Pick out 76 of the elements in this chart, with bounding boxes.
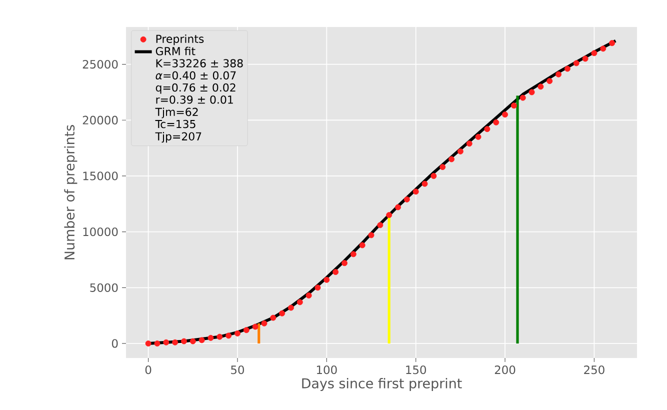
annotation: Tjm=62 xyxy=(155,108,198,118)
x-tick-label: 150 xyxy=(406,366,426,374)
point xyxy=(234,330,240,336)
point xyxy=(226,332,232,339)
point xyxy=(493,119,500,126)
point xyxy=(448,156,454,162)
point xyxy=(306,292,312,298)
y-tick-label: 10000 xyxy=(83,227,118,236)
point xyxy=(546,78,553,84)
point xyxy=(288,304,294,311)
point xyxy=(368,232,374,238)
point xyxy=(430,172,437,179)
point xyxy=(154,340,160,346)
point xyxy=(484,126,490,132)
point xyxy=(377,222,384,228)
point xyxy=(270,314,276,321)
annotation: q=0.76 ± 0.02 xyxy=(156,83,236,94)
point xyxy=(466,140,472,147)
point xyxy=(564,66,570,72)
point xyxy=(502,112,508,118)
point xyxy=(314,284,321,291)
annotation: r=0.39 ± 0.01 xyxy=(156,95,233,104)
point xyxy=(528,89,535,96)
point xyxy=(520,94,526,101)
point xyxy=(216,334,223,340)
point xyxy=(538,84,544,90)
point xyxy=(350,251,356,258)
point xyxy=(279,310,286,316)
legend-label: GRM fit xyxy=(156,46,196,56)
annotation: Tc=135 xyxy=(155,120,196,128)
point xyxy=(208,334,214,341)
point xyxy=(252,324,258,330)
point xyxy=(609,40,616,46)
y-tick-label: 5000 xyxy=(90,283,118,292)
point xyxy=(145,340,152,346)
y-axis-title: Number of preprints xyxy=(64,125,78,260)
point xyxy=(582,56,588,62)
point xyxy=(243,327,250,334)
point xyxy=(359,242,366,248)
y-tick-label: 15000 xyxy=(83,172,118,180)
y-tick-label: 25000 xyxy=(82,60,118,69)
legend-label: Preprints xyxy=(156,34,204,46)
point xyxy=(457,148,464,154)
point xyxy=(163,339,170,346)
x-tick-label: 50 xyxy=(231,366,244,374)
x-tick-label: 250 xyxy=(584,366,604,374)
x-axis-title: Days since first preprint xyxy=(302,378,462,392)
point xyxy=(386,212,392,218)
point xyxy=(172,339,178,346)
x-tick-label: 200 xyxy=(494,366,516,374)
point xyxy=(510,102,517,109)
point xyxy=(591,50,598,56)
point xyxy=(296,299,303,306)
annotation: α=0.40 ± 0.07 xyxy=(156,71,236,80)
annotation: Tjp=207 xyxy=(155,132,202,143)
annotation: K=33226 ± 388 xyxy=(156,59,243,68)
point xyxy=(261,320,268,326)
point xyxy=(180,338,187,344)
point xyxy=(342,260,348,266)
point xyxy=(573,60,580,66)
y-tick-label: 20000 xyxy=(82,116,118,124)
point xyxy=(600,46,606,52)
x-tick-label: 0 xyxy=(145,366,152,374)
point xyxy=(556,71,562,78)
point xyxy=(440,164,446,170)
point xyxy=(198,337,205,344)
point xyxy=(475,134,482,140)
y-tick-label: 0 xyxy=(112,339,118,348)
point xyxy=(412,188,419,195)
point xyxy=(395,204,401,210)
point xyxy=(404,196,410,202)
point xyxy=(190,338,196,344)
point xyxy=(422,180,428,187)
point xyxy=(324,276,330,283)
x-tick-label: 100 xyxy=(316,366,337,374)
point xyxy=(332,269,339,275)
